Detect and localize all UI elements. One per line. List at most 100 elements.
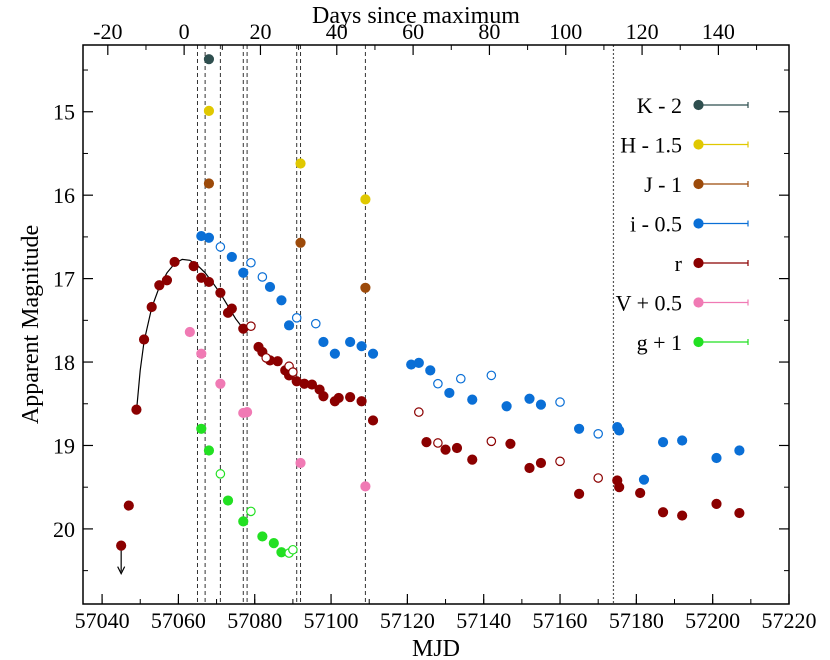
- point-i-0-5: [345, 336, 356, 348]
- point-g-1: [203, 445, 215, 456]
- point-i-0-5: [356, 341, 367, 352]
- top-tick-label: 60: [402, 19, 424, 44]
- point-i-0-5: [734, 445, 745, 456]
- point-r: [367, 415, 379, 426]
- legend-marker-i-0-5: [693, 218, 704, 229]
- top-tick-label: 40: [326, 19, 348, 44]
- top-axis-tick-labels: -20 0 20 40 60 80 100 120 140: [93, 19, 735, 44]
- point-g-1: [268, 537, 279, 549]
- point-k-2: [203, 54, 215, 65]
- point-i-0-5: [524, 393, 535, 404]
- point-r: [146, 301, 157, 313]
- point-j-1: [203, 178, 215, 189]
- x-axis-tick-labels: 57040 57060 57080 57100 57120 57140 57160 57180…: [75, 608, 817, 633]
- y-tick-label: 19: [53, 433, 75, 458]
- point-v-0-5: [360, 481, 371, 492]
- top-tick-label: 120: [626, 19, 659, 44]
- top-tick-label: 20: [249, 19, 271, 44]
- point-r: [306, 379, 318, 390]
- open-point-i-0-5: [593, 428, 603, 439]
- y-tick-label: 16: [53, 183, 75, 208]
- y-tick-label: 15: [53, 100, 75, 125]
- upper-limit-arrow-head: [117, 566, 126, 575]
- open-point-r: [593, 473, 603, 483]
- legend-label-g-1: g + 1: [637, 330, 682, 355]
- point-r: [677, 510, 688, 521]
- x-tick-label: 57180: [609, 608, 664, 633]
- point-i-0-5: [329, 348, 340, 359]
- y-axis-title: Apparent Magnitude: [18, 225, 44, 424]
- point-i-0-5: [501, 401, 512, 412]
- legend-label-h-1-5: H - 1.5: [620, 133, 682, 158]
- point-r: [138, 334, 150, 345]
- point-i-0-5: [535, 399, 547, 410]
- point-r: [226, 303, 237, 314]
- point-r: [188, 260, 199, 272]
- point-i-0-5: [467, 394, 478, 405]
- point-r: [318, 391, 329, 402]
- point-r: [272, 356, 283, 367]
- vertical-marker-lines: [196, 45, 615, 604]
- open-point-i-0-5: [433, 378, 443, 389]
- x-tick-label: 57220: [762, 608, 817, 633]
- legend-label-r: r: [675, 251, 683, 276]
- point-i-0-5: [264, 281, 276, 293]
- point-r: [421, 437, 432, 448]
- top-tick-label: 80: [478, 19, 500, 44]
- point-h-1-5: [203, 105, 215, 117]
- legend-label-i-0-5: i - 0.5: [630, 212, 682, 237]
- data-points-layer: [116, 54, 745, 575]
- point-r: [345, 391, 356, 403]
- top-tick-label: -20: [93, 19, 122, 44]
- point-r: [451, 442, 463, 454]
- open-point-r: [414, 407, 424, 417]
- x-tick-label: 57100: [304, 608, 359, 633]
- open-point-i-0-5: [215, 242, 226, 252]
- x-tick-label: 57200: [685, 608, 740, 633]
- legend: K - 2 H - 1.5 J - 1 i - 0.5 r V + 0.5 g + 1: [616, 93, 749, 355]
- point-r: [123, 500, 134, 511]
- open-point-i-0-5: [257, 272, 268, 282]
- point-v-0-5: [295, 457, 306, 469]
- upper-limit-point: [116, 540, 127, 551]
- point-i-0-5: [638, 474, 650, 485]
- point-i-0-5: [367, 348, 379, 359]
- open-point-i-0-5: [310, 318, 321, 329]
- plot-frame: [82, 44, 790, 605]
- legend-label-v-0-5: V + 0.5: [616, 291, 682, 316]
- x-tick-label: 57160: [533, 608, 588, 633]
- point-r: [154, 280, 165, 291]
- point-r: [614, 482, 625, 493]
- point-i-0-5: [444, 387, 455, 399]
- open-point-g-1: [246, 506, 256, 517]
- point-r: [440, 444, 451, 455]
- top-axis-title: Days since maximum: [312, 3, 520, 29]
- point-v-0-5: [215, 378, 226, 389]
- point-g-1: [257, 531, 268, 542]
- y-tick-label: 20: [53, 517, 75, 542]
- point-i-0-5: [238, 267, 249, 278]
- open-point-r: [246, 321, 256, 331]
- point-r: [169, 256, 180, 268]
- legend-label-k-2: K - 2: [637, 93, 682, 118]
- x-tick-label: 57060: [151, 608, 206, 633]
- point-r: [505, 438, 516, 449]
- x-tick-label: 57080: [227, 608, 282, 633]
- open-point-r: [288, 367, 298, 377]
- legend-marker-k-2: [693, 99, 704, 111]
- point-r: [131, 404, 142, 415]
- point-r: [467, 454, 478, 465]
- point-r: [535, 457, 547, 469]
- y-axis-tick-labels: 15 16 17 18 19 20: [53, 100, 75, 542]
- point-r: [711, 498, 722, 509]
- point-i-0-5: [318, 336, 329, 348]
- top-tick-label: 100: [549, 19, 582, 44]
- point-r: [524, 462, 535, 474]
- point-r: [215, 287, 226, 298]
- point-v-0-5: [184, 326, 195, 338]
- open-point-i-0-5: [246, 257, 256, 268]
- y-tick-label: 18: [53, 350, 75, 375]
- point-i-0-5: [283, 320, 295, 331]
- point-h-1-5: [295, 158, 306, 169]
